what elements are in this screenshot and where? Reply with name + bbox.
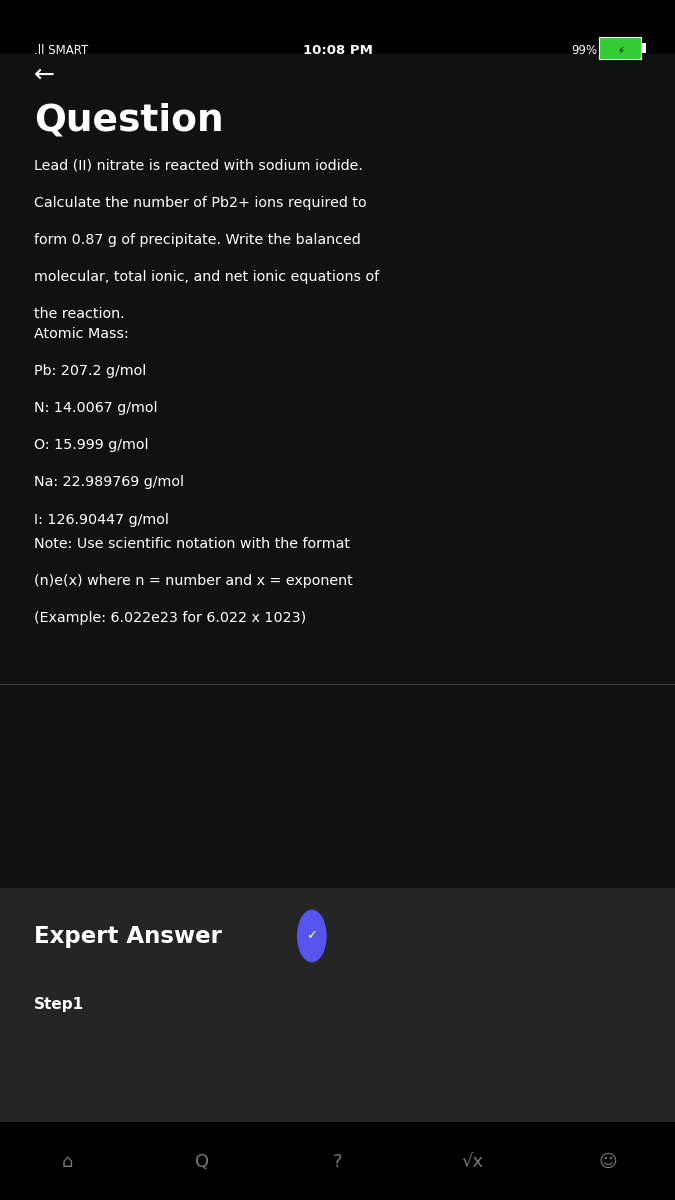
Text: Na: 22.989769 g/mol: Na: 22.989769 g/mol	[34, 475, 184, 490]
Text: ⌂: ⌂	[62, 1152, 73, 1171]
Text: molecular, total ionic, and net ionic equations of: molecular, total ionic, and net ionic eq…	[34, 270, 379, 284]
Text: the reaction.: the reaction.	[34, 307, 124, 322]
Text: N: 14.0067 g/mol: N: 14.0067 g/mol	[34, 401, 157, 415]
Text: Pb: 207.2 g/mol: Pb: 207.2 g/mol	[34, 364, 146, 378]
Text: ←: ←	[34, 62, 55, 86]
Text: Calculate the number of Pb2+ ions required to: Calculate the number of Pb2+ ions requir…	[34, 196, 367, 210]
Bar	[0, 1122, 675, 1200]
Text: Atomic Mass:: Atomic Mass:	[34, 326, 128, 341]
Text: Step1: Step1	[34, 997, 84, 1012]
Text: 99%: 99%	[571, 44, 597, 56]
Text: 10:08 PM: 10:08 PM	[302, 44, 373, 56]
Text: form 0.87 g of precipitate. Write the balanced: form 0.87 g of precipitate. Write the ba…	[34, 233, 360, 247]
Bar	[641, 43, 646, 53]
Text: (Example: 6.022e23 for 6.022 x 1023): (Example: 6.022e23 for 6.022 x 1023)	[34, 611, 306, 625]
Text: ⚡: ⚡	[617, 46, 624, 55]
Text: ☺: ☺	[598, 1152, 617, 1171]
Text: Expert Answer: Expert Answer	[34, 924, 221, 948]
Text: I: 126.90447 g/mol: I: 126.90447 g/mol	[34, 512, 169, 527]
Text: .ll SMART: .ll SMART	[34, 44, 88, 56]
Text: Note: Use scientific notation with the format: Note: Use scientific notation with the f…	[34, 536, 350, 551]
Text: ?: ?	[333, 1152, 342, 1171]
Bar	[599, 37, 641, 59]
Text: √x: √x	[462, 1152, 483, 1171]
Circle shape	[297, 910, 327, 962]
Text: Q: Q	[196, 1152, 209, 1171]
Text: Lead (II) nitrate is reacted with sodium iodide.: Lead (II) nitrate is reacted with sodium…	[34, 158, 362, 173]
Text: (n)e(x) where n = number and x = exponent: (n)e(x) where n = number and x = exponen…	[34, 574, 352, 588]
Bar	[0, 888, 675, 1122]
Bar	[0, 54, 675, 888]
Text: ✓: ✓	[306, 930, 317, 942]
Text: Question: Question	[34, 102, 223, 138]
Text: O: 15.999 g/mol: O: 15.999 g/mol	[34, 438, 148, 452]
